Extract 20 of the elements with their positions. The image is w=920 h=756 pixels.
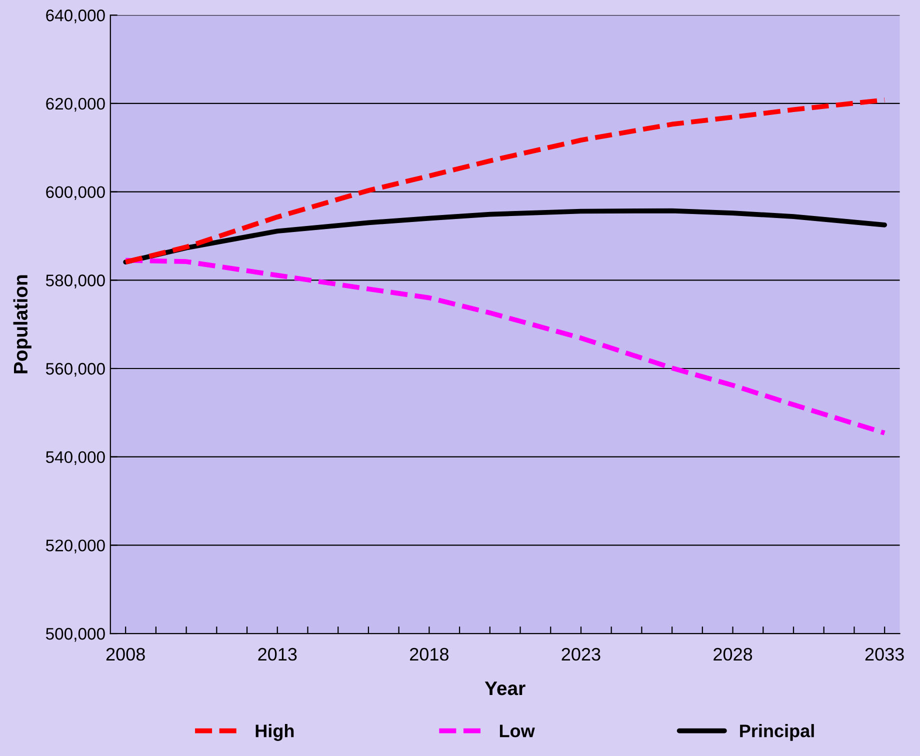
legend-label: High [256,724,294,741]
y-tick-label: 640,000 [46,10,105,24]
legend-label: Low [500,724,535,738]
y-tick-label: 500,000 [46,628,105,642]
y-tick-label: 620,000 [46,98,105,112]
x-tick-label: 2018 [410,648,448,661]
x-axis-title: Year [484,682,526,696]
legend-label: Principal [740,724,814,741]
y-tick-label: 520,000 [46,540,105,554]
y-tick-label: 600,000 [46,186,105,200]
x-tick-label: 2008 [106,648,145,661]
y-tick-label: 580,000 [46,274,105,288]
y-axis-title: Population [13,275,32,374]
x-tick-label: 2028 [714,648,752,661]
x-tick-label: 2023 [562,648,600,661]
x-tick-label: 2033 [865,648,904,661]
x-tick-label: 2013 [258,648,297,661]
y-tick-label: 540,000 [46,451,105,466]
y-tick-label: 560,000 [46,362,105,377]
line-series [123,208,888,264]
